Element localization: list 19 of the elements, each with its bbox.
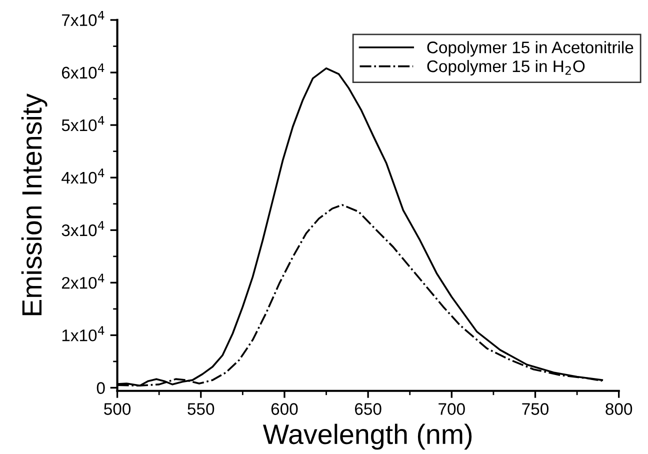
y-tick-label: 0	[96, 382, 105, 394]
legend-label: Copolymer 15 in H$_{2}$O	[427, 60, 585, 76]
y-tick-label: 7x10$^{4}$	[62, 11, 104, 26]
legend-label: Copolymer 15 in Acetonitrile	[427, 41, 634, 57]
y-tick-label: 3x10$^{4}$	[62, 221, 104, 236]
x-axis-title: Wavelength (nm)	[262, 424, 472, 450]
y-tick-label: 4x10$^{4}$	[62, 168, 104, 184]
x-tick-label: 550	[188, 403, 214, 415]
x-tick-label: 700	[438, 403, 465, 415]
y-tick-label: 6x10$^{4}$	[62, 64, 104, 79]
y-axis-title: Emission Intensity	[21, 94, 48, 316]
x-tick-label: 800	[606, 403, 632, 415]
y-tick-label: 2x10$^{4}$	[62, 274, 104, 289]
x-tick-label: 650	[355, 403, 382, 415]
x-tick-label: 500	[104, 403, 131, 415]
y-tick-label: 1x10$^{4}$	[62, 326, 104, 342]
x-tick-label: 750	[522, 403, 548, 415]
y-tick-label: 5x10$^{4}$	[62, 116, 104, 132]
x-tick-label: 600	[271, 403, 298, 415]
